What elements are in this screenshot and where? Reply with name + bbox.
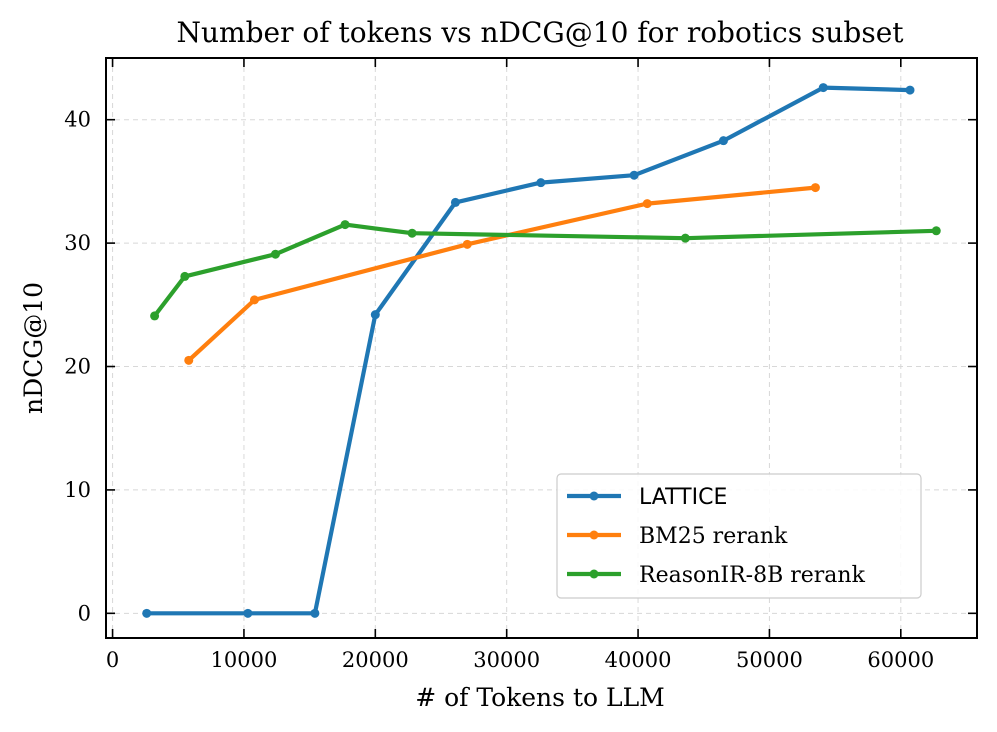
data-point [310,608,320,618]
x-tick-label: 0 [106,648,119,672]
data-point [243,608,253,618]
x-tick-label: 40000 [605,648,672,672]
series-2 [184,183,820,365]
series-line [186,185,818,363]
data-point [536,178,546,188]
legend-label: BM25 rerank [639,524,788,549]
x-tick-label: 30000 [473,648,540,672]
y-tick-label: 40 [64,108,91,132]
y-axis-label: nDCG@10 [19,282,48,414]
data-point [680,233,690,243]
series-1 [142,83,915,618]
legend-box [556,473,922,599]
legend-label: ReasonIR-8B rerank [639,563,866,588]
y-tick-label: 10 [64,478,91,502]
legend-label: LATTICE [639,485,727,510]
data-point [718,136,728,146]
data-point [629,170,639,180]
data-point [184,355,194,365]
series-line [144,85,913,616]
plot-frame [105,57,978,639]
data-point [270,249,280,259]
data-point [249,295,259,305]
y-tick-label: 30 [64,231,91,255]
data-point [810,183,820,193]
data-point [150,311,160,321]
legend: LATTICE BM25 rerank ReasonIR-8B rerank [556,473,922,599]
series-3 [150,220,941,321]
axis-ticks: 0 10000 20000 30000 40000 50000 60000 0 10 20 30 40 [64,58,977,672]
data-point [407,228,417,238]
y-tick-label: 0 [78,601,91,625]
legend-marker [589,530,599,540]
data-point [142,608,152,618]
x-axis-label: # of Tokens to LLM [415,683,665,712]
y-tick-label: 20 [64,355,91,379]
x-tick-label: 50000 [736,648,803,672]
legend-marker [589,569,599,579]
data-point [905,85,915,95]
x-tick-label: 10000 [211,648,278,672]
data-point [931,226,941,236]
legend-marker [589,491,599,501]
chart-title: Number of tokens vs nDCG@10 for robotics… [176,16,904,49]
series-line [152,222,939,318]
x-tick-label: 60000 [867,648,934,672]
series-group [142,83,941,618]
data-point [450,197,460,207]
data-point [642,199,652,209]
data-point [340,220,350,230]
data-point [370,310,380,320]
data-point [462,239,472,249]
data-point [180,271,190,281]
x-tick-label: 20000 [342,648,409,672]
data-point [818,83,828,93]
